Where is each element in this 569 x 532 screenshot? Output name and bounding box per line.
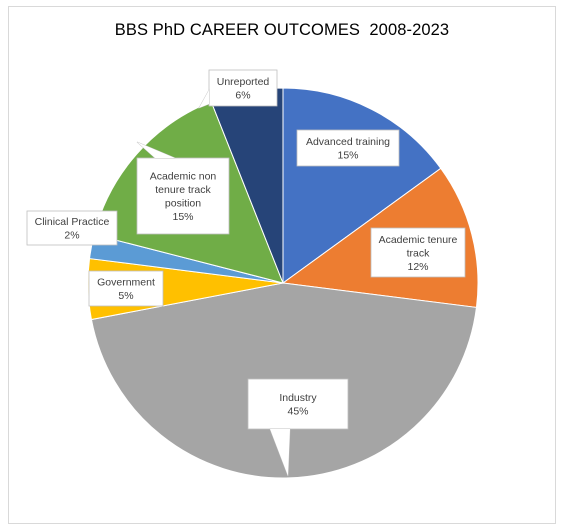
callout-box-nontenure [136, 157, 230, 235]
data-label-category-industry: Industry [279, 392, 317, 404]
callout-advanced: Advanced training 15% [296, 129, 400, 167]
data-label-category-tenure: track [407, 247, 431, 259]
callout-box-industry [247, 378, 349, 430]
callout-box-unreported [208, 69, 278, 107]
callout-box-advanced [296, 129, 400, 167]
data-label-category-unreported: Unreported [217, 76, 270, 88]
data-label-category-nontenure: position [165, 198, 201, 210]
data-label-percent-advanced: 15% [337, 150, 358, 162]
chart-title: BBS PhD CAREER OUTCOMES 2008-2023 [114, 21, 450, 39]
callout-box-tenure [370, 227, 466, 278]
data-label-category-advanced: Advanced training [306, 136, 390, 148]
callout-box-clinical [26, 210, 118, 246]
data-label-category-nontenure: tenure track [155, 184, 211, 196]
data-label-category-clinical: Clinical Practice [35, 216, 110, 228]
data-label-percent-clinical: 2% [64, 230, 79, 242]
callout-box-government [88, 270, 164, 307]
data-label-percent-unreported: 6% [235, 90, 250, 102]
callout-labels: Advanced training 15% Academic tenuretrack… [26, 69, 466, 477]
data-label-percent-government: 5% [118, 290, 133, 302]
data-label-category-nontenure: Academic non [150, 171, 217, 183]
callout-unreported: Unreported 6% [198, 69, 278, 109]
callout-pointer-fill-nontenure [137, 142, 175, 158]
data-label-category-tenure: Academic tenure [379, 234, 458, 246]
data-label-category-government: Government [97, 277, 155, 289]
data-label-percent-industry: 45% [287, 406, 308, 418]
callout-industry: Industry 45% [247, 378, 349, 477]
callout-pointer-fill-industry [270, 429, 290, 476]
data-label-percent-tenure: 12% [407, 261, 428, 273]
callout-pointer-fill-unreported [199, 90, 209, 108]
data-label-percent-nontenure: 15% [172, 211, 193, 223]
callout-clinical: Clinical Practice 2% [26, 210, 118, 246]
